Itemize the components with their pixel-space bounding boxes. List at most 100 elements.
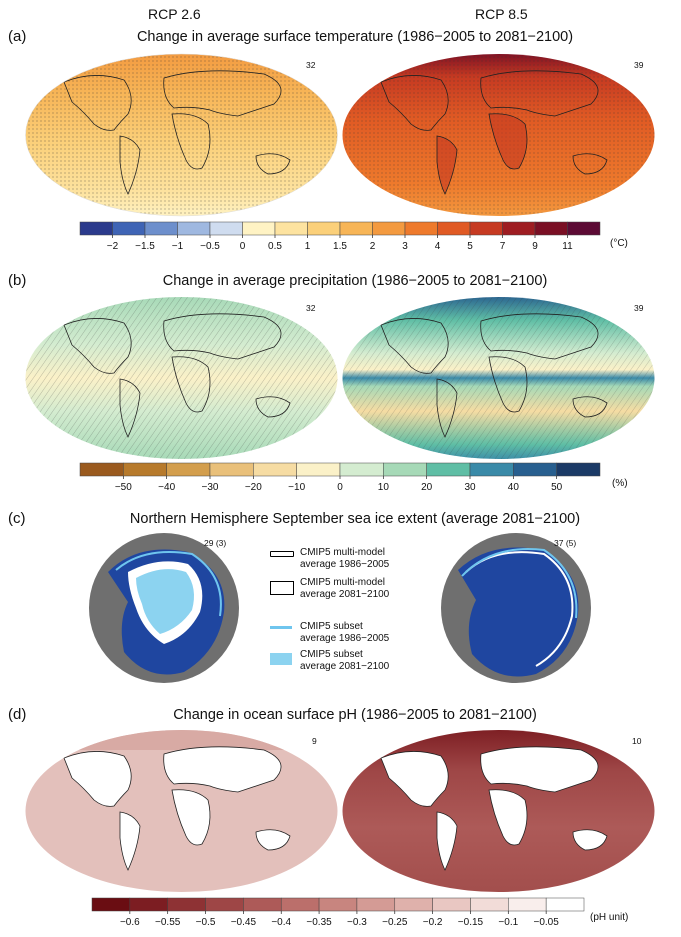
ph-colorbar-swatch-5	[280, 897, 320, 912]
temperature-map-rcp85	[342, 54, 655, 216]
sea-ice-legend: CMIP5 multi-model average 1986−2005 CMIP…	[270, 545, 440, 680]
precipitation-colorbar-swatch-11	[556, 462, 601, 477]
legend-swatch-multimodel-2081	[270, 581, 294, 595]
panel-a-title: Change in average surface temperature (1…	[136, 29, 574, 45]
precipitation-colorbar-tick-label-8: 30	[464, 482, 476, 493]
ph-colorbar-tick-label-1: −0.55	[155, 917, 181, 928]
temperature-colorbar-swatch-6	[274, 221, 308, 236]
temperature-colorbar-swatch-1	[112, 221, 146, 236]
precipitation-colorbar-tick-label-3: −20	[245, 482, 262, 493]
precipitation-colorbar-swatch-1	[123, 462, 167, 477]
panel-b-letter: (b)	[8, 272, 27, 289]
ph-map-rcp26	[25, 730, 338, 892]
temperature-colorbar-swatch-8	[339, 221, 373, 236]
precipitation-colorbar-tick-label-9: 40	[508, 482, 520, 493]
temperature-colorbar: −2 −1.5 −1 −0.5 0 0.5 1 1.5 2 3 4 5 7 9 11	[79, 221, 601, 252]
precipitation-colorbar-tick-label-2: −30	[202, 482, 219, 493]
temperature-colorbar-swatch-13	[502, 221, 536, 236]
ph-colorbar-tick-label-11: −0.05	[533, 917, 559, 928]
precipitation-colorbar-tick-label-10: 50	[551, 482, 563, 493]
ph-colorbar-swatch-9	[432, 897, 471, 912]
legend-swatch-subset-1986	[270, 626, 292, 629]
ph-colorbar-swatch-1	[129, 897, 168, 912]
ph-colorbar-tick-label-3: −0.45	[231, 917, 257, 928]
panel-d-count-left: 9	[312, 736, 317, 746]
legend-label-multimodel-1986: CMIP5 multi-model average 1986−2005	[300, 547, 390, 570]
panel-a-count-left: 32	[306, 60, 316, 70]
ph-colorbar-swatch-3	[205, 897, 244, 912]
ph-colorbar-swatch-10	[470, 897, 509, 912]
temperature-colorbar-swatch-0	[79, 221, 113, 236]
temperature-colorbar-tick-label-8: 2	[370, 241, 376, 252]
ph-map-rcp85	[342, 730, 655, 892]
ph-colorbar-swatch-6	[318, 897, 358, 912]
panel-c-count-left: 29 (3)	[204, 538, 227, 548]
temperature-colorbar-swatch-4	[209, 221, 243, 236]
ph-colorbar-swatch-7	[356, 897, 396, 912]
panel-c-title: Northern Hemisphere September sea ice ex…	[129, 511, 581, 527]
temperature-colorbar-tick-label-14: 11	[562, 241, 573, 252]
legend-label-subset-1986: CMIP5 subset average 1986−2005	[300, 621, 390, 644]
precipitation-colorbar-swatch-7	[383, 462, 427, 477]
temperature-colorbar-tick-label-7: 1.5	[333, 241, 347, 252]
precipitation-colorbar-tick-label-6: 10	[378, 482, 390, 493]
ph-colorbar-tick-label-8: −0.2	[423, 917, 443, 928]
temperature-colorbar-tick-label-2: −1	[172, 241, 184, 252]
temperature-colorbar-tick-label-0: −2	[107, 241, 119, 252]
precipitation-colorbar-swatch-0	[79, 462, 124, 477]
temperature-colorbar-swatch-12	[469, 221, 503, 236]
legend-label-subset-2081: CMIP5 subset average 2081−2100	[300, 649, 390, 672]
panel-b-count-right: 39	[634, 303, 644, 313]
sea-ice-map-rcp26	[89, 533, 239, 683]
temperature-colorbar-tick-label-6: 1	[305, 241, 311, 252]
column-header-rcp85: RCP 8.5	[475, 6, 528, 22]
precipitation-colorbar-tick-label-0: −50	[115, 482, 132, 493]
legend-swatch-multimodel-1986	[270, 551, 294, 557]
temperature-colorbar-tick-label-4: 0	[240, 241, 246, 252]
temperature-colorbar-swatch-3	[177, 221, 211, 236]
temperature-colorbar-swatch-5	[242, 221, 276, 236]
ph-colorbar-swatch-4	[243, 897, 282, 912]
precipitation-colorbar-swatch-8	[426, 462, 471, 477]
ph-colorbar-tick-label-4: −0.4	[271, 917, 291, 928]
temperature-colorbar-swatch-2	[144, 221, 178, 236]
temperature-colorbar-tick-label-10: 4	[435, 241, 441, 252]
temperature-colorbar-swatch-10	[404, 221, 438, 236]
temperature-colorbar-swatch-11	[437, 221, 471, 236]
precipitation-colorbar-tick-label-4: −10	[288, 482, 305, 493]
panel-a-count-right: 39	[634, 60, 644, 70]
temperature-colorbar-swatch-14	[534, 221, 568, 236]
ph-colorbar-tick-label-10: −0.1	[498, 917, 518, 928]
ph-colorbar-swatch-2	[167, 897, 206, 912]
panel-c-count-right: 37 (5)	[554, 538, 577, 548]
precipitation-map-rcp26	[25, 297, 338, 459]
ph-colorbar-tick-label-7: −0.25	[382, 917, 408, 928]
precipitation-colorbar-swatch-5	[296, 462, 341, 477]
temperature-colorbar-tick-label-5: 0.5	[268, 241, 282, 252]
temperature-colorbar-tick-label-1: −1.5	[135, 241, 155, 252]
ph-colorbar-tick-label-0: −0.6	[120, 917, 140, 928]
precipitation-colorbar-swatch-9	[469, 462, 514, 477]
sea-ice-map-rcp85	[441, 533, 591, 683]
precipitation-colorbar-swatch-6	[339, 462, 384, 477]
precipitation-colorbar-tick-label-5: 0	[337, 482, 343, 493]
legend-label-multimodel-2081: CMIP5 multi-model average 2081−2100	[300, 577, 390, 600]
ph-colorbar: −0.6 −0.55 −0.5 −0.45 −0.4 −0.35 −0.3 −0.25 −0.2…	[91, 897, 585, 928]
precipitation-colorbar-swatch-10	[513, 462, 557, 477]
ph-colorbar-tick-label-5: −0.35	[306, 917, 332, 928]
precipitation-map-rcp85	[342, 297, 655, 459]
ph-colorbar-tick-label-9: −0.15	[458, 917, 484, 928]
temperature-colorbar-tick-label-3: −0.5	[200, 241, 220, 252]
temperature-colorbar-swatch-7	[307, 221, 341, 236]
ph-colorbar-swatch-0	[91, 897, 131, 912]
precipitation-colorbar-tick-label-1: −40	[158, 482, 175, 493]
panel-d-title: Change in ocean surface pH (1986−2005 to…	[173, 707, 537, 723]
precipitation-colorbar-swatch-4	[253, 462, 297, 477]
precipitation-unit: (%)	[612, 478, 628, 489]
precipitation-colorbar-swatch-2	[166, 462, 211, 477]
temperature-colorbar-swatch-9	[372, 221, 406, 236]
ph-colorbar-tick-label-2: −0.5	[196, 917, 216, 928]
temperature-colorbar-tick-label-13: 9	[532, 241, 538, 252]
panel-d-letter: (d)	[8, 706, 27, 723]
temperature-colorbar-tick-label-11: 5	[467, 241, 473, 252]
